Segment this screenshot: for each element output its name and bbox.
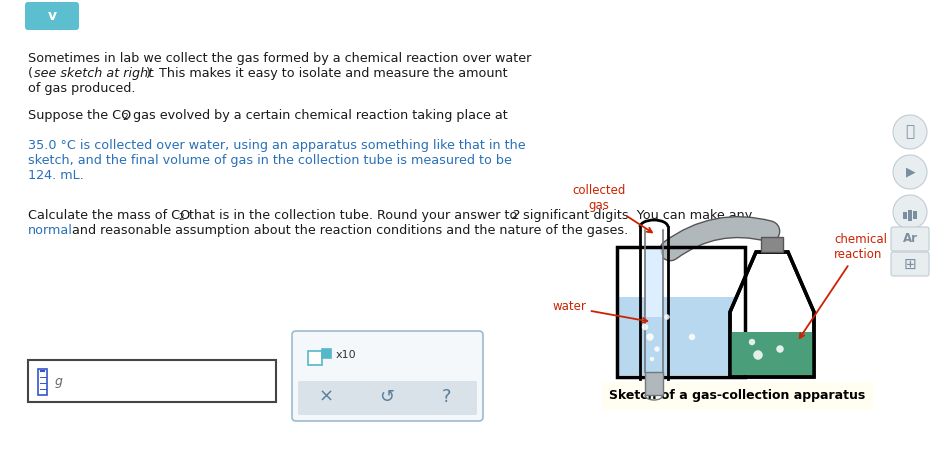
Polygon shape — [645, 372, 663, 395]
Circle shape — [753, 351, 763, 360]
Text: ⎓: ⎓ — [906, 125, 914, 140]
Text: 2: 2 — [512, 209, 520, 222]
FancyBboxPatch shape — [891, 227, 929, 251]
Text: chemical
reaction: chemical reaction — [800, 233, 887, 338]
Circle shape — [689, 334, 695, 340]
Text: x10: x10 — [336, 350, 356, 360]
FancyBboxPatch shape — [298, 381, 477, 415]
FancyBboxPatch shape — [38, 369, 47, 395]
Text: normal: normal — [28, 224, 73, 237]
Text: 2: 2 — [122, 113, 127, 122]
FancyBboxPatch shape — [292, 331, 483, 421]
Circle shape — [893, 115, 927, 149]
Text: significant digits. You can make any: significant digits. You can make any — [519, 209, 752, 222]
Text: g: g — [55, 375, 63, 388]
Text: Ar: Ar — [902, 233, 918, 246]
FancyBboxPatch shape — [308, 351, 322, 365]
Circle shape — [893, 195, 927, 229]
Polygon shape — [730, 252, 814, 377]
Text: sketch, and the final volume of gas in the collection tube is measured to be: sketch, and the final volume of gas in t… — [28, 154, 512, 167]
Text: 35.0 °C is collected over water, using an apparatus something like that in the: 35.0 °C is collected over water, using a… — [28, 139, 525, 152]
Polygon shape — [645, 247, 663, 317]
Bar — [908, 210, 911, 220]
Circle shape — [650, 357, 654, 361]
Text: ⊞: ⊞ — [904, 256, 916, 271]
Text: Suppose the CO: Suppose the CO — [28, 109, 131, 122]
Circle shape — [893, 155, 927, 189]
Polygon shape — [645, 317, 663, 372]
Bar — [913, 211, 916, 219]
Text: gas evolved by a certain chemical reaction taking place at: gas evolved by a certain chemical reacti… — [129, 109, 508, 122]
Circle shape — [655, 347, 659, 352]
Text: ↺: ↺ — [379, 388, 394, 406]
Text: ). This makes it easy to isolate and measure the amount: ). This makes it easy to isolate and mea… — [146, 67, 508, 80]
Text: and reasonable assumption about the reaction conditions and the nature of the ga: and reasonable assumption about the reac… — [68, 224, 629, 237]
Text: water: water — [552, 300, 647, 323]
Text: collected
gas: collected gas — [572, 184, 652, 233]
Text: of gas produced.: of gas produced. — [28, 82, 136, 95]
FancyBboxPatch shape — [322, 349, 331, 358]
Text: ×: × — [318, 388, 334, 406]
Text: ?: ? — [441, 388, 451, 406]
FancyBboxPatch shape — [891, 252, 929, 276]
Circle shape — [777, 346, 783, 353]
Text: Calculate the mass of CO: Calculate the mass of CO — [28, 209, 191, 222]
Text: Sometimes in lab we collect the gas formed by a chemical reaction over water: Sometimes in lab we collect the gas form… — [28, 52, 531, 65]
Text: ▶: ▶ — [906, 165, 916, 178]
Bar — [903, 212, 907, 219]
Text: (: ( — [28, 67, 33, 80]
FancyBboxPatch shape — [602, 382, 873, 410]
Text: v: v — [47, 9, 57, 23]
FancyBboxPatch shape — [761, 237, 783, 252]
FancyBboxPatch shape — [28, 360, 276, 402]
Text: see sketch at right: see sketch at right — [34, 67, 153, 80]
Text: Sketch of a gas-collection apparatus: Sketch of a gas-collection apparatus — [609, 389, 866, 403]
Polygon shape — [730, 332, 814, 375]
Text: 2: 2 — [178, 213, 183, 222]
Circle shape — [646, 333, 654, 340]
Circle shape — [665, 314, 670, 319]
Text: that is in the collection tube. Round your answer to: that is in the collection tube. Round yo… — [185, 209, 522, 222]
Polygon shape — [619, 297, 743, 375]
Circle shape — [749, 339, 755, 345]
Circle shape — [642, 324, 648, 330]
FancyBboxPatch shape — [25, 2, 79, 30]
Text: 124. mL.: 124. mL. — [28, 169, 84, 182]
